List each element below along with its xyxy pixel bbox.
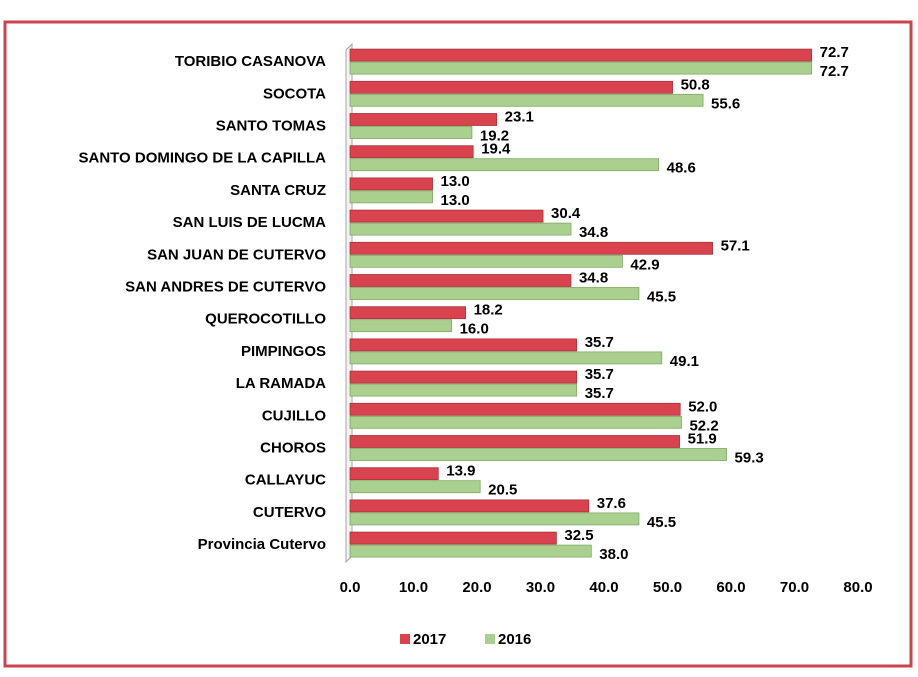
y-tick-label: SOCOTA <box>263 85 326 102</box>
data-label: 48.6 <box>667 160 696 177</box>
bar <box>349 415 682 429</box>
x-tick-label: 60.0 <box>716 579 745 596</box>
data-label: 35.7 <box>585 366 614 383</box>
bar <box>349 499 590 513</box>
data-label: 19.2 <box>480 127 509 144</box>
bar <box>349 351 663 365</box>
legend-swatch <box>485 634 495 644</box>
bar <box>349 338 578 352</box>
legend-swatch <box>400 634 410 644</box>
y-tick-label: SANTA CRUZ <box>230 182 326 199</box>
data-label: 32.5 <box>564 527 593 544</box>
data-label: 34.8 <box>579 224 608 241</box>
bar <box>349 402 681 416</box>
data-label: 30.4 <box>551 205 581 222</box>
legend-label: 2017 <box>413 631 446 648</box>
data-label: 55.6 <box>711 95 740 112</box>
data-label: 16.0 <box>460 321 489 338</box>
bar <box>349 274 572 287</box>
bar <box>349 61 813 75</box>
data-label: 59.3 <box>735 449 764 466</box>
x-tick-label: 20.0 <box>462 579 491 596</box>
x-tick-label: 70.0 <box>780 579 809 596</box>
y-tick-label: CHOROS <box>260 439 326 456</box>
y-tick-label: SAN LUIS DE LUCMA <box>173 214 327 231</box>
y-tick-label: Provincia Cutervo <box>198 536 326 553</box>
data-label: 52.2 <box>689 417 718 434</box>
data-label: 57.1 <box>721 237 750 254</box>
y-tick-label: LA RAMADA <box>236 375 326 392</box>
x-tick-label: 10.0 <box>399 579 428 596</box>
data-label: 19.4 <box>481 141 511 158</box>
data-label: 72.7 <box>820 44 849 61</box>
frame <box>3 20 913 668</box>
x-tick-label: 50.0 <box>653 579 682 596</box>
bar <box>349 512 640 526</box>
y-tick-label: TORIBIO CASANOVA <box>175 53 326 70</box>
y-tick-label: CUTERVO <box>253 504 326 521</box>
data-label: 35.7 <box>585 334 614 351</box>
data-label: 37.6 <box>597 495 626 512</box>
data-label: 42.9 <box>630 256 659 273</box>
bar <box>349 93 704 107</box>
bar <box>349 287 640 300</box>
data-label: 18.2 <box>474 302 503 319</box>
bar <box>349 145 474 159</box>
bar <box>349 48 813 62</box>
data-label: 20.5 <box>488 482 517 499</box>
bar <box>349 383 578 397</box>
bar <box>349 480 481 494</box>
y-tick-label: SANTO TOMAS <box>216 117 326 134</box>
data-label: 45.5 <box>647 514 676 531</box>
bar <box>349 306 466 320</box>
bar <box>349 319 452 333</box>
y-tick-label: PIMPINGOS <box>241 343 326 360</box>
bar <box>349 435 680 448</box>
data-label: 13.0 <box>441 192 470 209</box>
bar <box>349 209 544 223</box>
bar <box>349 241 713 255</box>
bar <box>349 254 623 268</box>
y-tick-label: SAN ANDRES DE CUTERVO <box>125 278 326 295</box>
data-label: 52.0 <box>688 398 717 415</box>
bar <box>349 80 673 94</box>
bar <box>349 222 572 236</box>
data-label: 50.8 <box>681 76 710 93</box>
bar <box>349 158 660 172</box>
bar <box>349 126 473 139</box>
x-tick-label: 0.0 <box>340 579 361 596</box>
data-label: 34.8 <box>579 269 608 286</box>
data-label: 35.7 <box>585 385 614 402</box>
y-tick-label: SANTO DOMINGO DE LA CAPILLA <box>79 150 327 167</box>
legend-label: 2016 <box>498 631 531 648</box>
bar <box>349 190 433 204</box>
data-label: 23.1 <box>505 108 534 125</box>
x-tick-label: 30.0 <box>526 579 555 596</box>
y-tick-label: SAN JUAN DE CUTERVO <box>147 246 326 263</box>
x-tick-label: 40.0 <box>589 579 618 596</box>
data-label: 13.0 <box>441 173 470 190</box>
x-tick-label: 80.0 <box>843 579 872 596</box>
data-label: 38.0 <box>599 546 628 563</box>
y-tick-label: CALLAYUC <box>245 472 326 489</box>
y-tick-label: QUEROCOTILLO <box>205 311 326 328</box>
bar <box>349 177 433 191</box>
data-label: 72.7 <box>820 63 849 80</box>
data-label: 13.9 <box>446 463 475 480</box>
data-label: 49.1 <box>670 353 699 370</box>
y-tick-label: CUJILLO <box>262 407 327 424</box>
data-label: 45.5 <box>647 288 676 305</box>
bar <box>349 113 498 126</box>
data-label: 51.9 <box>688 430 717 447</box>
bar <box>349 467 439 481</box>
bar <box>349 531 557 545</box>
bar <box>349 544 592 558</box>
bar <box>349 370 578 384</box>
bar <box>349 448 727 461</box>
